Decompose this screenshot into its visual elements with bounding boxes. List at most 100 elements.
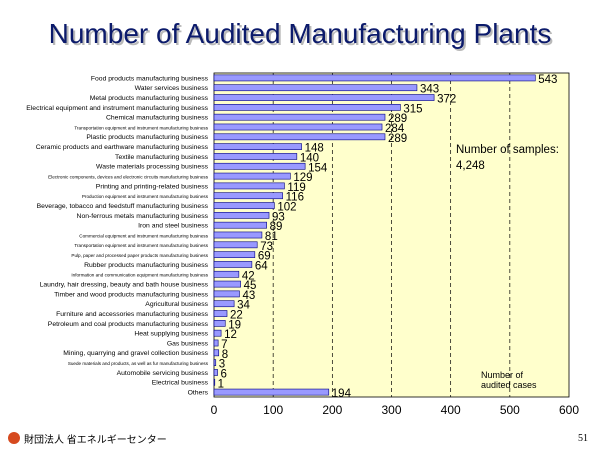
bar [213,270,240,278]
bar [213,339,219,347]
category-label: Rubber products manufacturing business [84,262,209,269]
bar [213,113,386,121]
annotations: Number of samples: 4,248 Number ofaudited … [456,144,559,390]
value-label: 45 [244,280,257,292]
value-label: 1 [218,378,224,390]
category-label: Electronic components, devices and elect… [48,174,209,179]
x-tick-label: 200 [322,403,342,417]
annotation-audited-cases: Number of [481,370,524,380]
category-label: Information and communication equipment … [71,273,208,278]
value-labels: 5433433723152892842891481401541291191161… [218,74,558,400]
bar [213,84,418,92]
value-label: 289 [388,133,407,145]
value-label: 81 [265,231,278,243]
category-label: Non-ferrous metals manufacturing busines… [77,213,209,220]
value-label: 3 [219,359,225,371]
value-label: 343 [420,84,439,96]
value-label: 22 [230,310,243,322]
bar [213,359,217,366]
bar [213,182,285,190]
value-label: 194 [332,388,352,400]
category-label: Food products manufacturing business [91,75,209,82]
category-label: Water services business [135,85,209,92]
category-label: Others [188,389,209,396]
value-label: 12 [224,329,237,341]
category-label: Furniture and accessories manufacturing … [56,311,208,318]
category-label: Chemical manufacturing business [106,115,209,122]
value-label: 64 [255,260,268,272]
value-label: 289 [388,113,407,125]
bar [213,261,253,268]
x-tick-label: 400 [441,403,461,417]
bar [213,369,218,376]
category-label: Agricultural business [145,301,208,308]
category-label: Gas business [167,340,209,347]
category-label: Plastic products manufacturing business [86,134,208,141]
category-labels: Food products manufacturing business Wate… [26,75,208,396]
x-tick-label: 300 [381,403,401,417]
value-label: 315 [403,103,422,115]
x-tick-label: 500 [500,403,520,417]
category-label: Mining, quarrying and gravel collection … [63,350,208,357]
bar [213,202,275,209]
org-logo-icon [8,432,20,444]
bar [213,221,267,229]
bar [213,251,256,258]
value-label: 284 [385,123,405,135]
bar [213,241,258,249]
value-label: 42 [242,270,255,282]
category-label: Suede materials and products, as well as… [68,361,209,366]
category-label: Transportation equipment and instrument … [74,125,208,130]
value-label: 129 [293,172,312,184]
bar [213,192,283,200]
bar [213,290,240,298]
value-label: 119 [287,182,305,194]
value-label: 148 [305,143,324,155]
bar [213,104,401,111]
bar [213,153,298,160]
chart-title: Number of Audited Manufacturing Plants [48,18,552,49]
value-label: 93 [272,211,285,223]
value-label: 89 [270,221,283,233]
category-label: Petroleum and coal products manufacturin… [48,321,209,328]
category-label: Metal products manufacturing business [90,95,209,102]
category-label: Printing and printing-related business [96,183,209,190]
annotation-samples: 4,248 [456,160,485,172]
bar [213,74,536,82]
category-label: Laundry, hair dressing, beauty and bath … [40,281,209,288]
page-number: 51 [578,433,588,444]
bar [213,300,235,308]
bar [213,349,220,357]
category-label: Waste materials processing business [96,164,209,171]
bar [213,172,291,180]
value-label: 154 [308,162,328,174]
value-label: 8 [222,349,228,361]
value-label: 73 [260,241,273,253]
value-label: 140 [300,152,319,164]
bars [213,74,536,396]
category-label: Production equipment and instrument manu… [82,194,209,199]
value-label: 69 [258,251,271,263]
category-label: Heat supplying business [134,331,208,338]
bar [213,162,306,170]
category-label: Beverage, tobacco and feedstuff manufact… [37,203,209,210]
bar [213,320,226,327]
x-tick-label: 600 [559,403,579,417]
bar [213,231,263,239]
category-label: Pulp, paper and processed paper products… [71,253,208,258]
annotation-samples: Number of samples: [456,144,559,156]
x-tick-label: 100 [263,403,283,417]
value-label: 543 [538,74,557,86]
bar [213,133,386,141]
bar [213,143,302,150]
category-label: Timber and wood products manufacturing b… [54,291,208,298]
grid-lines [272,73,511,397]
category-label: Electrical equipment and instrument manu… [26,105,208,112]
bar [213,310,228,317]
value-label: 19 [228,319,241,331]
bar [213,329,222,337]
value-label: 102 [277,202,296,214]
bar [213,378,216,386]
category-label: Automobile servicing business [117,370,209,377]
